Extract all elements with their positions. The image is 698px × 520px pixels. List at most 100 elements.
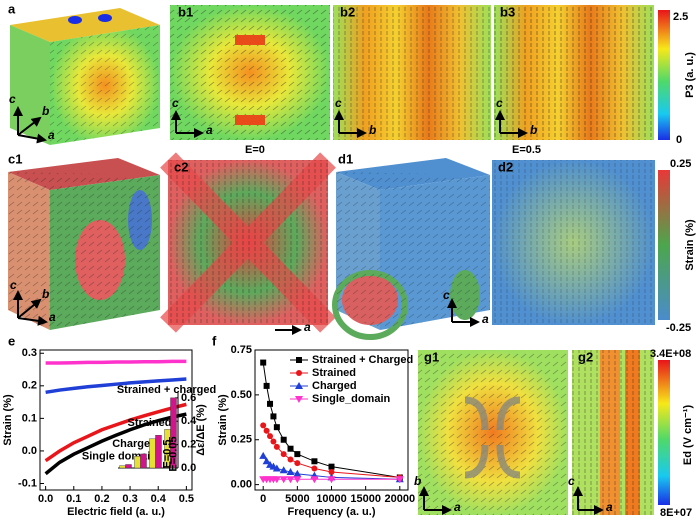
y-axis-label: Strain (%) <box>2 394 14 446</box>
panel-d1: d1 c a <box>332 151 490 340</box>
y-tick-label: -0.1 <box>18 477 37 489</box>
panel-label: f <box>212 333 217 348</box>
colorbar: 3.4E+08 Ed (V cm⁻¹) 8E+07 <box>650 348 694 519</box>
panel-b3: b3 c b <box>494 4 654 140</box>
axis-letter: a <box>304 320 311 334</box>
marker <box>287 456 294 463</box>
axis-letter: b <box>42 104 49 118</box>
marker <box>293 469 302 477</box>
panel-label: a <box>8 1 16 16</box>
plot-frame <box>39 349 193 491</box>
marker <box>263 382 270 389</box>
marker <box>286 476 295 484</box>
axis-letter: b <box>369 123 376 137</box>
colorbar: 2.5 P3 (a. u.) 0 <box>658 10 696 146</box>
y-tick-label: 0.25 <box>231 434 252 446</box>
y-tick-label: 0.0 <box>22 445 37 457</box>
panel-label: b1 <box>178 4 193 19</box>
panel-label: c2 <box>174 159 188 174</box>
axis-letter: a <box>482 312 489 326</box>
marker <box>273 424 280 431</box>
y-tick-label: 0.0 <box>181 462 196 474</box>
colorbar-label: Ed (V cm⁻¹) <box>682 405 694 466</box>
axis-letter: b <box>42 287 49 301</box>
y-tick-label: 0.6 <box>181 392 196 404</box>
bar <box>155 435 162 469</box>
colorbar-max: 2.5 <box>673 11 688 23</box>
x-tick-label: 0 <box>260 493 266 505</box>
x-tick-label: 15000 <box>350 493 381 505</box>
axis-letter: c <box>172 96 179 110</box>
axis-letter: a <box>206 123 213 137</box>
x-tick-label: 5000 <box>285 493 309 505</box>
x-axis-label: Frequency (a. u.) <box>287 506 375 518</box>
x-tick-label: 0.5 <box>179 493 194 505</box>
marker <box>260 359 267 366</box>
y-axis-label: Strain (%) <box>217 394 229 446</box>
marker <box>270 413 277 420</box>
marker <box>259 451 268 459</box>
colorbar-min: -0.25 <box>666 322 691 334</box>
bar <box>149 438 156 469</box>
panel-label: b2 <box>340 4 355 19</box>
category-label: Charged <box>112 438 157 450</box>
marker <box>310 476 319 484</box>
axis-letter: a <box>606 500 613 514</box>
field-label: E=0.5 <box>512 144 541 156</box>
panel-label: g2 <box>578 349 593 364</box>
axis-arrow <box>17 298 42 319</box>
marker <box>294 460 301 467</box>
marker <box>272 476 281 484</box>
marker <box>267 433 274 440</box>
marker <box>293 476 302 484</box>
series-line <box>44 402 187 463</box>
legend-label: Single_domain <box>312 393 391 405</box>
legend-label: E=0.5 <box>161 439 173 468</box>
colorbar-max: 0.25 <box>670 158 691 170</box>
marker <box>270 438 277 445</box>
marker <box>311 465 318 472</box>
x-tick-label: 0.2 <box>94 493 109 505</box>
legend-marker <box>296 357 302 363</box>
panel-label: b3 <box>500 4 515 19</box>
panel-g2: g2 c a <box>568 349 654 515</box>
marker <box>294 451 301 458</box>
x-axis-label: Electric field (a. u.) <box>67 506 165 518</box>
panel-label: g1 <box>424 349 439 364</box>
marker <box>280 436 287 443</box>
axis-letter: c <box>9 92 16 106</box>
marker <box>279 476 288 484</box>
panel-b1: b1 c a <box>170 4 330 140</box>
colorbar-min: 0 <box>676 134 682 146</box>
colorbar-min: 8E+07 <box>660 507 692 519</box>
y-axis-label: Δε/ΔE (%) <box>195 404 207 456</box>
x-tick-label: 20000 <box>385 493 416 505</box>
colorbar-label: Strain (%) <box>684 219 696 271</box>
legend-marker <box>295 396 303 403</box>
y-tick-label: 0.50 <box>231 389 252 401</box>
marker <box>395 476 404 484</box>
y-tick-label: 0.2 <box>22 380 37 392</box>
axis-letter: b <box>530 123 537 137</box>
marker <box>273 443 280 450</box>
panel-label: e <box>8 333 15 348</box>
x-tick-label: 0.1 <box>66 493 81 505</box>
marker <box>287 445 294 452</box>
y-tick-label: 0.1 <box>22 412 37 424</box>
legend-label: E=0.05 <box>167 436 179 471</box>
legend-label: Strained + Charged <box>312 354 413 366</box>
panel-d2: d2 <box>492 159 655 325</box>
axis-letter: c <box>10 278 17 292</box>
field-label: E=0 <box>245 144 265 156</box>
colorbar-label: P3 (a. u.) <box>684 52 696 98</box>
y-tick-label: 0.4 <box>181 415 197 427</box>
legend-label: Strained <box>312 367 356 379</box>
panel-c1: c1 c b a <box>8 151 160 330</box>
bar <box>140 453 147 469</box>
marker <box>311 458 318 465</box>
panel-label: c1 <box>8 151 22 166</box>
y-tick-label: 0.75 <box>231 344 252 356</box>
marker <box>263 427 270 434</box>
colorbar: 0.25 Strain (%) -0.25 <box>658 158 696 334</box>
